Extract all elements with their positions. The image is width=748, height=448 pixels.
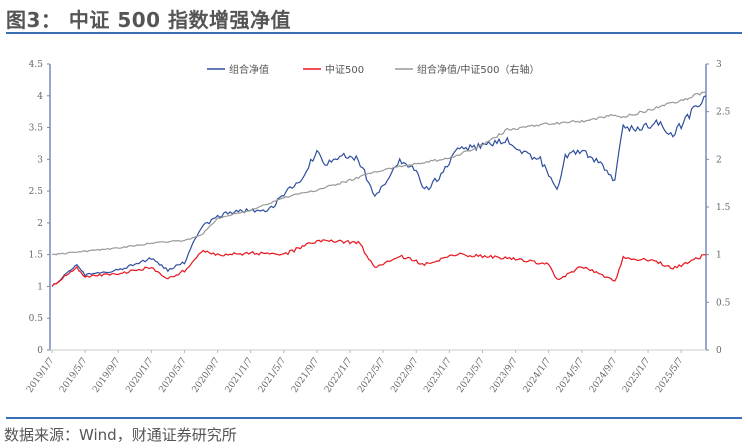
x-tick-label: 2020/1/7 — [124, 356, 156, 395]
legend-label-1: 中证500 — [325, 63, 364, 76]
x-tick-label: 2025/5/7 — [654, 356, 686, 395]
y-right-tick-label: 2 — [716, 155, 722, 165]
source-note: 数据来源：Wind，财通证券研究所 — [4, 426, 237, 444]
y-left-tick-label: 3.5 — [29, 124, 44, 134]
y-left-tick-label: 1.5 — [29, 251, 44, 261]
legend-label-2: 组合净值/中证500（右轴） — [417, 63, 539, 76]
y-left-tick-label: 0 — [37, 346, 43, 356]
x-tick-label: 2022/1/7 — [323, 356, 355, 395]
y-left-tick-label: 3 — [37, 155, 43, 165]
series-line-0 — [51, 95, 707, 287]
y-left-tick-label: 1 — [37, 282, 43, 292]
y-right-tick-label: 3 — [716, 60, 722, 70]
x-tick-label: 2022/9/7 — [389, 356, 421, 395]
y-left-tick-label: 2 — [37, 219, 43, 229]
y-left-tick-label: 4.5 — [29, 60, 44, 70]
x-tick-label: 2023/5/7 — [456, 356, 488, 395]
x-tick-label: 2021/9/7 — [290, 356, 322, 395]
y-left-tick-label: 0.5 — [29, 314, 44, 324]
x-tick-label: 2019/9/7 — [91, 356, 123, 395]
line-chart: 0 0.5 1 1.5 2 2.5 3 3.5 4 4.5 0 0.5 1 1.5 2 2.5 3 2019/1/… — [25, 60, 731, 395]
y-right-tick-label: 0 — [716, 346, 722, 356]
y-right-tick-label: 1.5 — [716, 203, 731, 213]
y-right-tick-label: 1 — [716, 251, 722, 261]
series-line-1 — [51, 239, 707, 287]
y-left-tick-label: 4 — [37, 92, 43, 102]
x-tick-label: 2019/1/7 — [25, 356, 57, 395]
x-tick-label: 2023/9/7 — [489, 356, 521, 395]
y-right-tick-label: 2.5 — [716, 108, 731, 118]
legend-label-0: 组合净值 — [229, 63, 269, 76]
title-divider — [6, 32, 742, 34]
x-tick-label: 2019/5/7 — [58, 356, 90, 395]
figure-title: 图3： 中证 500 指数增强净值 — [6, 8, 292, 32]
x-tick-label: 2023/1/7 — [422, 356, 454, 395]
x-tick-label: 2025/1/7 — [621, 356, 653, 395]
x-tick-label: 2022/5/7 — [356, 356, 388, 395]
x-tick-label: 2020/9/7 — [191, 356, 223, 395]
y-right-tick-label: 0.5 — [716, 298, 731, 308]
x-tick-label: 2024/1/7 — [522, 356, 554, 395]
x-tick-label: 2021/1/7 — [224, 356, 256, 395]
x-tick-label: 2020/5/7 — [158, 356, 190, 395]
series-line-2 — [51, 91, 707, 256]
y-left-tick-label: 2.5 — [29, 187, 44, 197]
x-tick-label: 2024/5/7 — [555, 356, 587, 395]
x-tick-label: 2021/5/7 — [257, 356, 289, 395]
source-divider — [6, 417, 742, 419]
x-tick-label: 2024/9/7 — [588, 356, 620, 395]
